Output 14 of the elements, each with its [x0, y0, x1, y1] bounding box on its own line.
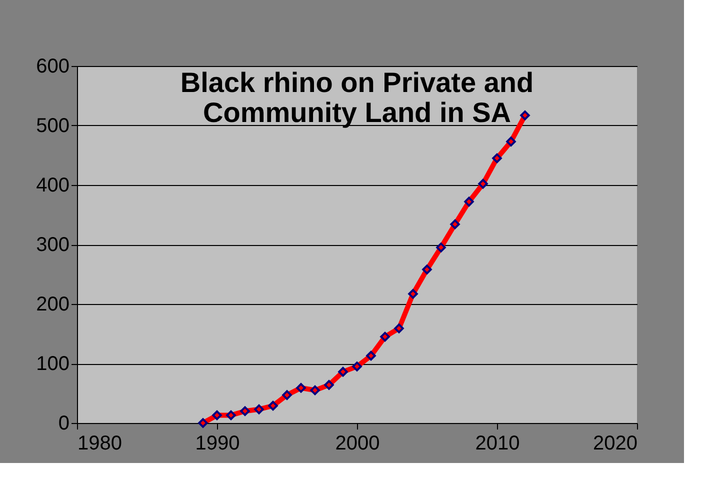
text: Black rhino on Private and — [180, 67, 534, 98]
x-tick-label: 1990 — [195, 432, 240, 454]
y-tick-label: 600 — [36, 56, 70, 78]
y-tick-label: 500 — [36, 115, 70, 137]
x-tick-label: 1980 — [78, 432, 122, 454]
y-tick-label: 400 — [36, 174, 70, 196]
x-tick-label: 2000 — [335, 432, 380, 454]
x-tick-label: 2010 — [475, 432, 520, 454]
text: Community Land in SA — [203, 97, 511, 128]
y-tick-label: 0 — [58, 412, 70, 434]
y-tick-label: 100 — [36, 353, 70, 375]
x-tick-label: 2020 — [593, 432, 638, 454]
y-tick-label: 300 — [36, 234, 70, 256]
y-tick-label: 200 — [36, 294, 70, 316]
